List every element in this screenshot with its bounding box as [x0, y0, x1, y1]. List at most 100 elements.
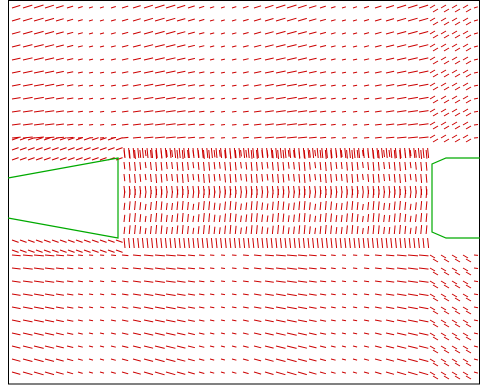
- vector-arrow: [88, 293, 94, 296]
- vector-arrow: [33, 110, 44, 113]
- vector-arrow: [377, 161, 380, 171]
- vector-arrow: [198, 32, 205, 35]
- vector-arrow: [203, 201, 205, 211]
- vector-arrow: [22, 293, 33, 296]
- vector-arrow: [319, 189, 322, 199]
- vector-arrow: [363, 71, 370, 74]
- vector-arrow: [11, 267, 21, 270]
- vector-arrow: [115, 239, 123, 243]
- vector-arrow: [374, 31, 382, 35]
- vector-arrow: [462, 69, 469, 74]
- vector-arrow: [229, 200, 232, 211]
- vector-arrow: [275, 319, 286, 323]
- vector-arrow: [372, 213, 375, 223]
- vector-arrow: [396, 306, 407, 310]
- vector-arrow: [44, 345, 55, 349]
- vector-arrow: [462, 345, 469, 350]
- vector-arrow: [66, 267, 74, 270]
- vector-arrow: [275, 237, 278, 249]
- vector-arrow: [55, 293, 64, 296]
- vector-arrow: [454, 73, 461, 78]
- vector-arrow: [198, 110, 205, 113]
- vector-arrow: [220, 71, 226, 74]
- vector-arrow: [66, 371, 74, 375]
- vector-arrow: [139, 173, 142, 182]
- vector-arrow: [245, 190, 248, 199]
- vector-arrow: [420, 161, 423, 171]
- vector-arrow: [308, 280, 317, 283]
- vector-arrow: [418, 31, 429, 35]
- vector-arrow: [197, 190, 200, 199]
- vector-arrow: [341, 267, 347, 269]
- vector-arrow: [224, 213, 226, 223]
- vector-arrow: [67, 249, 75, 253]
- vector-arrow: [432, 258, 439, 263]
- vector-arrow: [137, 147, 140, 159]
- vector-arrow: [132, 136, 142, 139]
- vector-arrow: [253, 44, 262, 48]
- vector-arrow: [275, 44, 286, 48]
- vector-arrow: [286, 17, 297, 22]
- vector-arrow: [298, 213, 301, 223]
- vector-arrow: [298, 201, 301, 211]
- vector-arrow: [88, 19, 94, 22]
- vector-arrow: [220, 124, 226, 126]
- vector-arrow: [303, 173, 306, 183]
- vector-arrow: [264, 371, 274, 375]
- vector-arrow: [220, 267, 226, 269]
- vector-arrow: [198, 254, 205, 256]
- vector-arrow: [187, 71, 195, 74]
- vector-arrow: [44, 293, 55, 296]
- vector-arrow: [192, 147, 195, 159]
- vector-arrow: [324, 188, 327, 199]
- vector-arrow: [287, 191, 290, 199]
- vector-arrow: [256, 225, 258, 235]
- vector-arrow: [271, 213, 274, 223]
- vector-arrow: [208, 173, 211, 183]
- vector-arrow: [356, 190, 359, 199]
- vector-arrow: [413, 147, 416, 159]
- vector-arrow: [99, 124, 105, 126]
- vector-arrow: [341, 110, 347, 113]
- vector-arrow: [218, 191, 221, 199]
- vector-arrow: [215, 237, 218, 249]
- vector-arrow: [363, 280, 370, 283]
- vector-arrow: [409, 185, 412, 193]
- vector-arrow: [385, 254, 395, 257]
- vector-arrow: [454, 21, 461, 26]
- vector-arrow: [473, 84, 479, 87]
- vector-arrow: [429, 108, 436, 113]
- vector-arrow: [245, 202, 248, 211]
- vector-arrow: [203, 189, 205, 199]
- vector-arrow: [264, 319, 274, 323]
- vector-arrow: [134, 225, 136, 235]
- vector-arrow: [197, 161, 200, 170]
- vector-arrow: [143, 17, 154, 22]
- vector-arrow: [198, 71, 205, 74]
- vector-arrow: [312, 237, 315, 249]
- vector-arrow: [297, 44, 308, 48]
- vector-arrow: [33, 306, 44, 310]
- vector-arrow: [110, 84, 116, 87]
- vector-arrow: [208, 213, 211, 223]
- vector-arrow: [462, 43, 469, 48]
- vector-arrow: [33, 280, 44, 283]
- vector-arrow: [330, 32, 336, 35]
- vector-arrow: [231, 124, 237, 126]
- vector-arrow: [154, 254, 165, 257]
- vector-arrow: [374, 71, 382, 74]
- vector-arrow: [154, 57, 165, 61]
- vector-arrow: [209, 32, 215, 35]
- vector-arrow: [443, 375, 450, 380]
- vector-arrow: [110, 280, 116, 283]
- vector-arrow: [99, 371, 105, 374]
- vector-arrow: [275, 306, 286, 310]
- vector-arrow: [399, 149, 401, 160]
- vector-arrow: [264, 293, 274, 296]
- vector-arrow: [363, 358, 370, 361]
- vector-arrow: [224, 161, 226, 171]
- vector-arrow: [224, 225, 226, 235]
- vector-arrow: [429, 332, 436, 337]
- vector-arrow: [330, 84, 336, 87]
- vector-arrow: [266, 227, 269, 235]
